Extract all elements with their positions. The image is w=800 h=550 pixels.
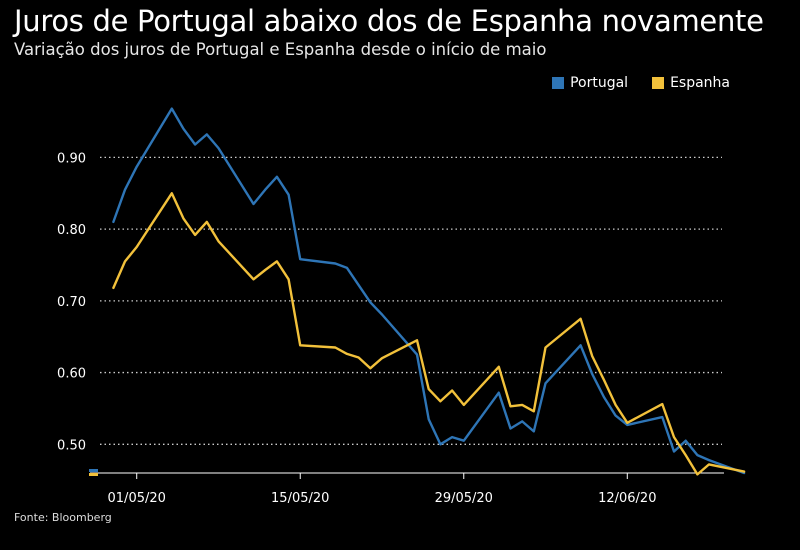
series-origin-marker [89,469,98,472]
source-note: Fonte: Bloomberg [14,511,112,524]
legend-item-espanha: Espanha [652,75,730,91]
legend-item-portugal: Portugal [552,75,628,91]
chart-subtitle: Variação dos juros de Portugal e Espanha… [14,40,547,59]
legend-label-espanha: Espanha [670,75,730,91]
chart-title: Juros de Portugal abaixo dos de Espanha … [14,4,764,38]
x-tick-label: 15/05/20 [271,491,329,506]
legend: Portugal Espanha [552,75,730,91]
y-axis-tick-labels: 0.50 0.60 0.70 0.80 0.90 [57,151,86,453]
series-line-portugal [112,107,746,475]
y-tick-label: 0.80 [57,223,86,238]
y-tick-label: 0.60 [57,367,86,382]
gridlines [100,156,722,445]
series-line-espanha [112,192,746,476]
y-tick-label: 0.50 [57,438,86,453]
legend-swatch-portugal [552,77,565,89]
series-origin-marker [89,473,98,476]
y-tick-label: 0.70 [57,295,86,310]
x-axis: 01/05/20 15/05/20 29/05/20 12/06/20 [90,472,724,506]
legend-label-portugal: Portugal [570,75,629,91]
legend-swatch-espanha [652,77,665,89]
x-tick-label: 01/05/20 [108,491,166,506]
series-lines [89,107,746,476]
y-tick-label: 0.90 [57,151,86,166]
x-tick-label: 12/06/20 [598,491,656,506]
x-tick-label: 29/05/20 [435,491,493,506]
